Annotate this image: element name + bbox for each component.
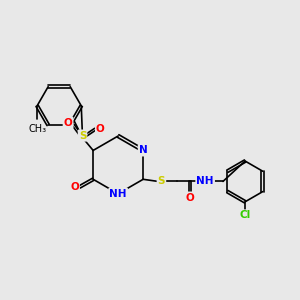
Text: Cl: Cl [239,210,251,220]
Text: S: S [158,176,165,186]
Text: NH: NH [110,189,127,199]
Text: CH₃: CH₃ [28,124,46,134]
Text: O: O [96,124,105,134]
Text: S: S [79,130,86,141]
Text: O: O [70,182,79,192]
Text: O: O [185,193,194,202]
Text: O: O [64,118,73,128]
Text: NH: NH [196,176,214,186]
Text: N: N [139,146,148,155]
